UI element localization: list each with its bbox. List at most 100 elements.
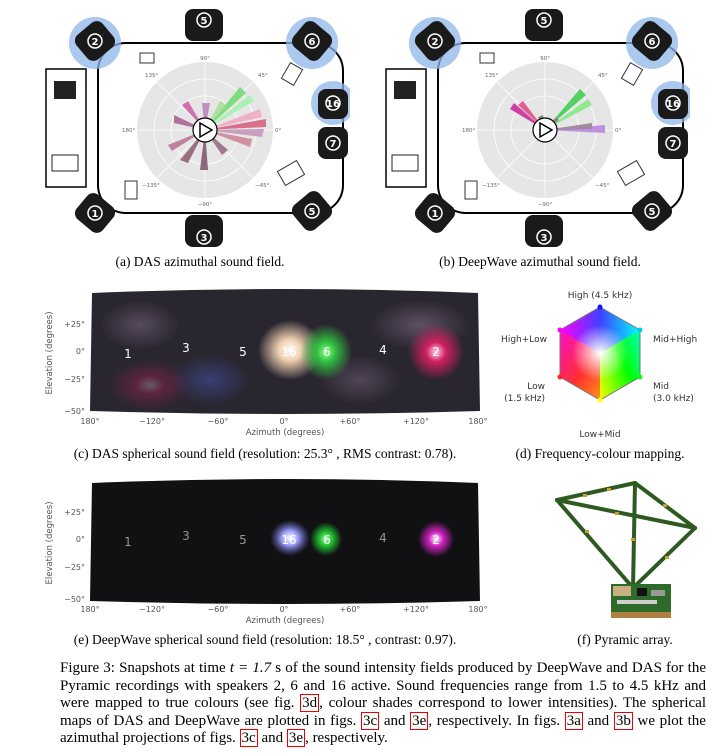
seat-5: 5 xyxy=(631,191,673,231)
svg-text:+25°: +25° xyxy=(64,320,85,329)
svg-text:−135°: −135° xyxy=(142,183,160,189)
source-2-blob xyxy=(418,521,454,557)
das-azimuthal-plot: 5 2 6 16 7 5 3 1 xyxy=(45,9,355,247)
caption-text: , respectively. xyxy=(305,730,388,746)
svg-text:−120°: −120° xyxy=(139,605,165,614)
svg-text:5: 5 xyxy=(201,16,208,27)
svg-text:1: 1 xyxy=(124,535,132,549)
svg-text:(1.5 kHz): (1.5 kHz) xyxy=(504,394,545,404)
caption-text: and xyxy=(379,712,411,729)
paper-icon xyxy=(139,52,155,64)
svg-text:16: 16 xyxy=(666,99,680,110)
svg-text:0°: 0° xyxy=(275,128,281,134)
ref-link-3b[interactable]: 3b xyxy=(613,711,633,730)
calculator-icon xyxy=(464,180,478,200)
svg-text:0°: 0° xyxy=(76,347,85,356)
svg-text:−25°: −25° xyxy=(64,375,85,384)
panel-e: 1 3 5 16 6 4 2 +25° 0° −25° −50° Elevati… xyxy=(40,475,490,635)
source-2-blob xyxy=(408,324,464,380)
svg-text:5: 5 xyxy=(239,345,247,359)
ref-link-3e[interactable]: 3e xyxy=(410,711,429,730)
caption-b: (b) DeepWave azimuthal sound field. xyxy=(439,254,641,269)
svg-text:+120°: +120° xyxy=(403,605,429,614)
caption-f: (f) Pyramic array. xyxy=(577,632,673,647)
pyramic-array-photo xyxy=(555,481,697,618)
svg-text:1: 1 xyxy=(432,209,439,220)
seat-4: 5 xyxy=(525,9,563,41)
svg-text:−60°: −60° xyxy=(208,605,229,614)
svg-text:High+Low: High+Low xyxy=(501,335,547,345)
ref-link-3c[interactable]: 3c xyxy=(239,729,258,747)
svg-text:6: 6 xyxy=(649,37,656,48)
ref-link-3c[interactable]: 3c xyxy=(361,711,380,730)
svg-text:90°: 90° xyxy=(200,56,210,62)
svg-text:5: 5 xyxy=(541,16,548,27)
svg-text:0°: 0° xyxy=(279,417,288,426)
caption-text: s of the sound intensity fields produced… xyxy=(60,660,706,711)
panel-a: 5 2 6 16 7 5 3 1 xyxy=(40,5,355,255)
caption-text: and xyxy=(582,712,614,729)
printer-icon xyxy=(394,81,416,99)
svg-text:5: 5 xyxy=(239,533,247,547)
svg-text:1: 1 xyxy=(124,347,132,361)
svg-text:180°: 180° xyxy=(468,605,487,614)
deepwave-azimuthal-plot: 5 2 6 16 7 5 3 1 90° xyxy=(385,9,695,247)
svg-text:7: 7 xyxy=(330,139,337,150)
svg-text:Azimuth (degrees): Azimuth (degrees) xyxy=(246,616,325,626)
svg-text:3: 3 xyxy=(201,233,208,244)
svg-text:−60°: −60° xyxy=(208,417,229,426)
svg-text:Mid+High: Mid+High xyxy=(653,335,697,345)
laptop-icon xyxy=(616,159,646,187)
printer-icon xyxy=(54,81,76,99)
caption-a: (a) DAS azimuthal sound field. xyxy=(115,254,285,269)
svg-text:+25°: +25° xyxy=(64,508,85,517)
seat-2: 2 xyxy=(74,21,116,61)
caption-text: , colour shades correspond to lower inte… xyxy=(60,695,706,729)
seat-7: 7 xyxy=(318,127,348,159)
laptop-icon xyxy=(276,159,306,187)
caption-text: we plot the azimuthal projections of fig… xyxy=(60,712,706,747)
svg-text:−50°: −50° xyxy=(64,407,85,416)
svg-text:Low: Low xyxy=(527,382,545,392)
frequency-colour-hexagon: High (4.5 kHz) High+Low Mid+High Low (1.… xyxy=(501,291,697,440)
ref-link-3e[interactable]: 3e xyxy=(286,729,306,747)
ref-link-3a[interactable]: 3a xyxy=(564,711,583,730)
panel-d: High (4.5 kHz) High+Low Mid+High Low (1.… xyxy=(495,285,705,445)
das-spherical-map: 1 3 5 16 6 4 2 +25° 0° −25° −50° Elevati… xyxy=(45,289,488,438)
phone-icon xyxy=(620,62,644,86)
seat-3: 3 xyxy=(525,215,563,247)
ref-link-3d[interactable]: 3d xyxy=(300,694,320,712)
array-icon xyxy=(199,121,214,139)
svg-text:−90°: −90° xyxy=(198,202,213,208)
svg-text:2: 2 xyxy=(432,345,440,359)
calculator-icon xyxy=(124,180,138,200)
svg-text:High (4.5 kHz): High (4.5 kHz) xyxy=(568,291,632,301)
figure-caption: Figure 3: Snapshots at time t = 1.7 s of… xyxy=(60,660,706,748)
svg-text:(3.0 kHz): (3.0 kHz) xyxy=(653,394,694,404)
svg-text:4: 4 xyxy=(379,531,387,545)
svg-text:45°: 45° xyxy=(258,73,268,79)
speaker-labels: 1 3 5 16 6 4 2 xyxy=(124,529,440,549)
caption-text: Figure 3: Snapshots at time xyxy=(60,660,230,676)
svg-text:180°: 180° xyxy=(462,128,475,134)
seat-1: 1 xyxy=(74,193,116,233)
deepwave-spherical-map: 1 3 5 16 6 4 2 +25° 0° −25° −50° Elevati… xyxy=(45,479,488,626)
svg-text:3: 3 xyxy=(541,233,548,244)
caption-d: (d) Frequency-colour mapping. xyxy=(515,446,685,461)
seat-4: 5 xyxy=(185,9,223,41)
svg-text:+120°: +120° xyxy=(403,417,429,426)
caption-c: (c) DAS spherical sound field (resolutio… xyxy=(73,446,457,461)
svg-text:135°: 135° xyxy=(145,73,158,79)
svg-text:6: 6 xyxy=(309,37,316,48)
seat-16: 16 xyxy=(318,89,348,119)
svg-text:Elevation (degrees): Elevation (degrees) xyxy=(45,311,55,394)
seat-6: 6 xyxy=(291,21,333,61)
svg-text:180°: 180° xyxy=(80,417,99,426)
svg-text:0°: 0° xyxy=(615,128,621,134)
svg-text:+60°: +60° xyxy=(340,417,361,426)
source-6-blob xyxy=(300,324,352,380)
seat-5: 5 xyxy=(291,191,333,231)
seat-16: 16 xyxy=(658,89,688,119)
svg-text:−45°: −45° xyxy=(255,183,270,189)
source-16-blob xyxy=(270,520,310,556)
